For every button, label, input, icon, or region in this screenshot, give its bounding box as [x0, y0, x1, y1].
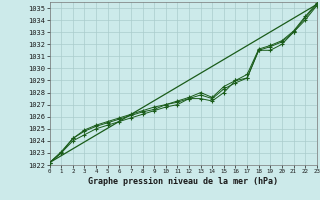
- X-axis label: Graphe pression niveau de la mer (hPa): Graphe pression niveau de la mer (hPa): [88, 177, 278, 186]
